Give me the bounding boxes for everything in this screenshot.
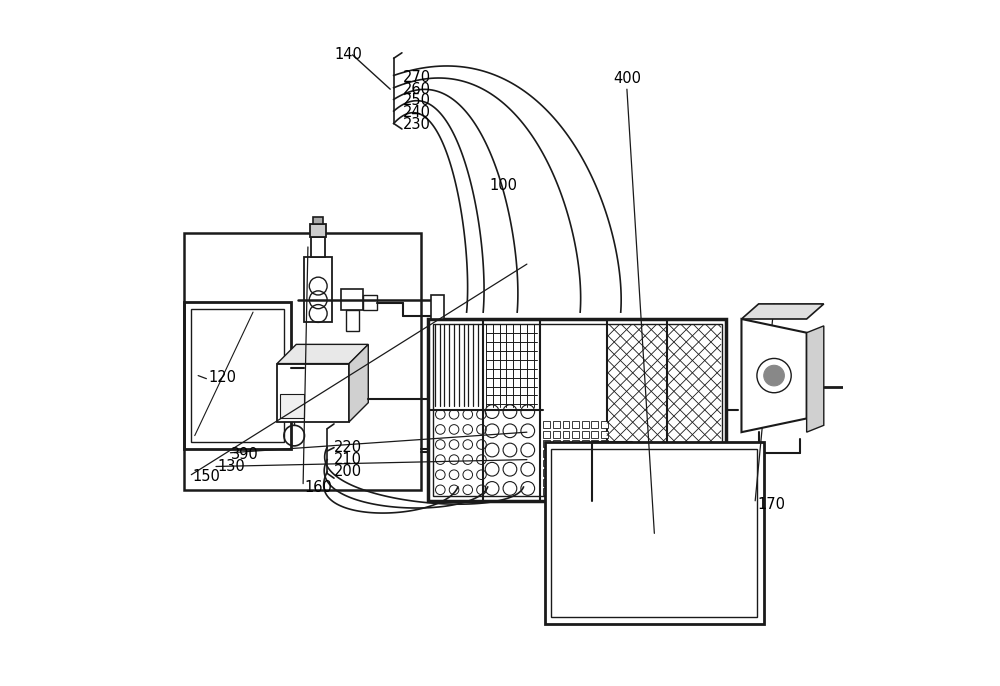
Bar (543, 450, 550, 457)
Bar (543, 479, 550, 486)
Bar (572, 479, 579, 486)
Bar (543, 488, 550, 495)
Bar (543, 469, 550, 476)
Bar (563, 488, 569, 495)
Bar (563, 431, 569, 438)
Bar (563, 421, 569, 428)
Bar (553, 421, 560, 428)
Text: 240: 240 (403, 105, 431, 120)
Polygon shape (277, 344, 368, 364)
Text: 390: 390 (231, 447, 259, 462)
Bar (582, 469, 589, 476)
Bar (304, 257, 332, 322)
Bar (601, 440, 608, 447)
Text: 230: 230 (403, 117, 430, 132)
Bar (591, 431, 598, 438)
Bar (572, 440, 579, 447)
Polygon shape (741, 304, 824, 319)
Bar (601, 460, 608, 466)
Text: 250: 250 (403, 93, 431, 108)
Bar (582, 440, 589, 447)
Bar (572, 460, 579, 466)
Bar (591, 421, 598, 428)
Polygon shape (807, 326, 824, 432)
Bar (582, 421, 589, 428)
Bar (601, 421, 608, 428)
Bar (433, 324, 722, 496)
Text: 260: 260 (403, 82, 431, 97)
Text: 210: 210 (334, 452, 362, 467)
Bar (582, 460, 589, 466)
Text: 270: 270 (403, 70, 431, 85)
Bar (363, 295, 377, 310)
Bar (601, 488, 608, 495)
Bar (591, 469, 598, 476)
Bar (601, 450, 608, 457)
Bar (563, 450, 569, 457)
Circle shape (764, 365, 784, 386)
Bar (543, 440, 550, 447)
Bar (582, 431, 589, 438)
Text: 200: 200 (334, 464, 362, 480)
Bar (563, 479, 569, 486)
Bar (428, 319, 726, 501)
Bar (591, 450, 598, 457)
Bar (601, 469, 608, 476)
Bar (582, 479, 589, 486)
Bar (553, 440, 560, 447)
Bar (572, 431, 579, 438)
Bar (572, 450, 579, 457)
Bar (553, 469, 560, 476)
Text: 160: 160 (304, 480, 332, 495)
Text: 150: 150 (193, 469, 221, 484)
Bar (591, 479, 598, 486)
Bar (563, 440, 569, 447)
Bar (582, 450, 589, 457)
Bar (551, 449, 757, 617)
Text: 170: 170 (757, 497, 785, 512)
Bar (184, 233, 421, 490)
Bar (582, 488, 589, 495)
Bar (553, 450, 560, 457)
Bar (311, 237, 325, 257)
Bar (310, 224, 326, 237)
Bar (346, 310, 359, 331)
Bar (601, 431, 608, 438)
Text: 120: 120 (208, 370, 236, 385)
Bar (553, 488, 560, 495)
Polygon shape (349, 344, 368, 422)
Bar (431, 295, 444, 319)
Bar (553, 431, 560, 438)
Bar (341, 289, 363, 310)
Bar (191, 309, 284, 442)
Bar (563, 469, 569, 476)
Bar (553, 460, 560, 466)
Bar (313, 217, 323, 224)
Bar (545, 442, 764, 624)
Bar (280, 394, 304, 418)
Bar (572, 488, 579, 495)
Bar (184, 302, 291, 449)
Text: 400: 400 (613, 71, 641, 86)
Bar (591, 440, 598, 447)
Bar (601, 479, 608, 486)
Bar (563, 460, 569, 466)
Text: 130: 130 (217, 459, 245, 474)
Bar (591, 488, 598, 495)
Bar (572, 421, 579, 428)
Bar (543, 421, 550, 428)
Bar (543, 431, 550, 438)
Bar (277, 364, 349, 422)
Polygon shape (741, 319, 807, 432)
Text: 220: 220 (334, 440, 362, 455)
Bar (553, 479, 560, 486)
Bar (591, 460, 598, 466)
Bar (543, 460, 550, 466)
Text: 140: 140 (334, 47, 362, 62)
Text: 100: 100 (489, 178, 517, 193)
Bar (572, 469, 579, 476)
